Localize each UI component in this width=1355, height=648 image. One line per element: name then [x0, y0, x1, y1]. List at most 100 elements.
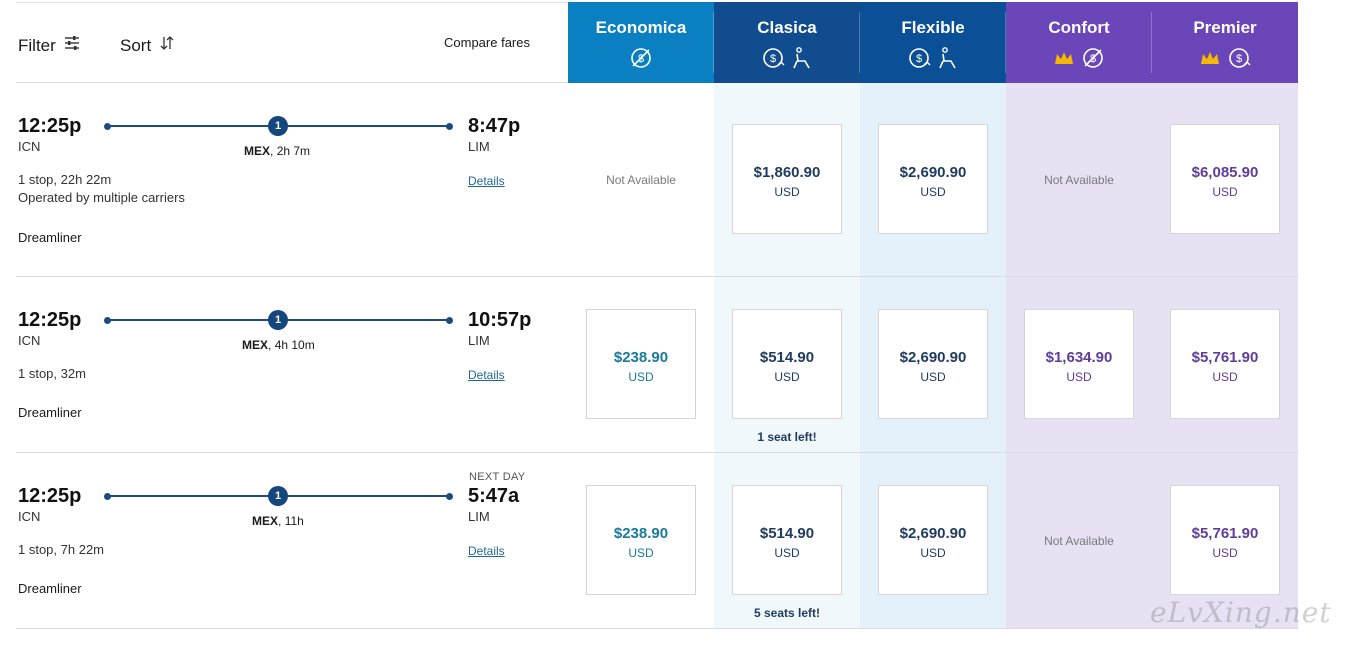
details-link[interactable]: Details — [468, 544, 505, 558]
price-option-premier[interactable]: $5,761.90 USD — [1170, 309, 1280, 419]
price-option-economica[interactable]: $238.90 USD — [586, 485, 696, 595]
crown-icon — [1199, 46, 1221, 75]
price-currency: USD — [628, 546, 654, 560]
price-amount: $5,761.90 — [1191, 525, 1259, 542]
price-currency: USD — [774, 546, 800, 560]
price-amount: $6,085.90 — [1191, 164, 1259, 181]
price-currency: USD — [1212, 370, 1238, 384]
price-option-premier[interactable]: $6,085.90 USD — [1170, 124, 1280, 234]
arrive-airport: LIM — [468, 139, 490, 154]
stop-info: MEX, 4h 10m — [242, 338, 315, 352]
fare-header-economica[interactable]: Economica $ — [568, 2, 714, 83]
stop-duration: 2h 7m — [276, 144, 311, 158]
depart-airport: ICN — [18, 139, 41, 154]
fare-name: Flexible — [901, 18, 965, 37]
svg-text:$: $ — [1236, 53, 1242, 65]
arrive-time: 5:47a — [468, 485, 520, 507]
route-end-dot — [446, 123, 453, 130]
depart-time: 12:25p — [18, 115, 82, 137]
seat-icon — [791, 46, 813, 75]
next-day-label: NEXT DAY — [469, 471, 526, 483]
svg-text:$: $ — [770, 53, 776, 65]
filter-button[interactable]: Filter — [18, 35, 80, 56]
details-link[interactable]: Details — [468, 174, 505, 188]
seat-icon — [937, 46, 959, 75]
depart-airport: ICN — [18, 509, 41, 524]
details-link[interactable]: Details — [468, 368, 505, 382]
price-amount: $2,690.90 — [899, 525, 967, 542]
price-option-clasica[interactable]: $514.90 USD — [732, 309, 842, 419]
not-available: Not Available — [606, 173, 676, 187]
stop-count-badge: 1 — [268, 310, 288, 330]
price-currency: USD — [920, 185, 946, 199]
seats-left-note: 5 seats left! — [753, 606, 821, 620]
crown-icon — [1053, 46, 1075, 75]
aircraft-type: Dreamliner — [18, 581, 82, 596]
arrive-time: 8:47p — [468, 115, 521, 137]
arrive-time: 10:57p — [468, 309, 532, 331]
price-amount: $1,860.90 — [753, 164, 821, 181]
stop-duration: 4h 10m — [274, 338, 315, 352]
stop-count-badge: 1 — [268, 486, 288, 506]
fare-header-flexible[interactable]: Flexible $ — [860, 2, 1006, 83]
fare-header-confort[interactable]: Confort $ — [1006, 2, 1152, 83]
stop-info: MEX, 11h — [252, 514, 304, 528]
price-amount: $238.90 — [613, 349, 669, 366]
price-currency: USD — [628, 370, 654, 384]
not-available: Not Available — [1044, 534, 1114, 548]
price-option-premier[interactable]: $5,761.90 USD — [1170, 485, 1280, 595]
svg-text:$: $ — [916, 53, 922, 65]
price-currency: USD — [774, 370, 800, 384]
watermark: eLvXing.net — [1150, 596, 1332, 629]
price-amount: $2,690.90 — [899, 164, 967, 181]
no-change-fee-icon: $ — [1081, 46, 1105, 75]
arrive-airport: LIM — [468, 509, 490, 524]
price-option-confort[interactable]: $1,634.90 USD — [1024, 309, 1134, 419]
price-currency: USD — [1212, 185, 1238, 199]
fare-name: Confort — [1048, 18, 1110, 37]
sort-button[interactable]: Sort — [120, 35, 175, 56]
fare-header-premier[interactable]: Premier $ — [1152, 2, 1298, 83]
toolbar: Filter Sort — [16, 2, 568, 83]
depart-time: 12:25p — [18, 485, 82, 507]
filter-label: Filter — [18, 35, 56, 55]
route-end-dot — [446, 493, 453, 500]
flight-row: 12:25p ICN 1 MEX, 11h NEXT DAY 5:47a LIM… — [16, 453, 1298, 629]
price-amount: $514.90 — [759, 525, 815, 542]
sort-arrows-icon — [159, 35, 175, 56]
price-option-flexible[interactable]: $2,690.90 USD — [878, 485, 988, 595]
price-amount: $1,634.90 — [1045, 349, 1113, 366]
price-option-clasica[interactable]: $1,860.90 USD — [732, 124, 842, 234]
fare-name: Clasica — [757, 18, 817, 37]
change-fee-icon: $ — [761, 46, 785, 75]
price-option-economica[interactable]: $238.90 USD — [586, 309, 696, 419]
results-header: Filter Sort — [16, 2, 1298, 83]
stop-city: MEX — [242, 338, 269, 352]
price-option-clasica[interactable]: $514.90 USD — [732, 485, 842, 595]
operated-by: Operated by multiple carriers — [18, 190, 185, 205]
price-currency: USD — [920, 370, 946, 384]
price-currency: USD — [774, 185, 800, 199]
fare-name: Premier — [1193, 18, 1257, 37]
price-option-flexible[interactable]: $2,690.90 USD — [878, 309, 988, 419]
route-start-dot — [104, 123, 111, 130]
price-amount: $514.90 — [759, 349, 815, 366]
price-currency: USD — [920, 546, 946, 560]
not-available: Not Available — [1044, 173, 1114, 187]
price-amount: $238.90 — [613, 525, 669, 542]
stop-count-badge: 1 — [268, 116, 288, 136]
fare-name: Economica — [595, 18, 687, 37]
arrive-airport: LIM — [468, 333, 490, 348]
fare-header-clasica[interactable]: Clasica $ — [714, 2, 860, 83]
sort-label: Sort — [120, 35, 152, 55]
depart-time: 12:25p — [18, 309, 82, 331]
price-option-flexible[interactable]: $2,690.90 USD — [878, 124, 988, 234]
flight-row: 12:25p ICN 1 MEX, 4h 10m 10:57p LIM 1 st… — [16, 277, 1298, 453]
compare-fares-link[interactable]: Compare fares — [444, 35, 530, 50]
flight-row: 12:25p ICN 1 MEX, 2h 7m 8:47p LIM 1 stop… — [16, 83, 1298, 277]
stop-city: MEX — [252, 514, 279, 528]
route-end-dot — [446, 317, 453, 324]
trip-summary: 1 stop, 7h 22m — [18, 542, 104, 557]
trip-summary: 1 stop, 32m — [18, 366, 86, 381]
